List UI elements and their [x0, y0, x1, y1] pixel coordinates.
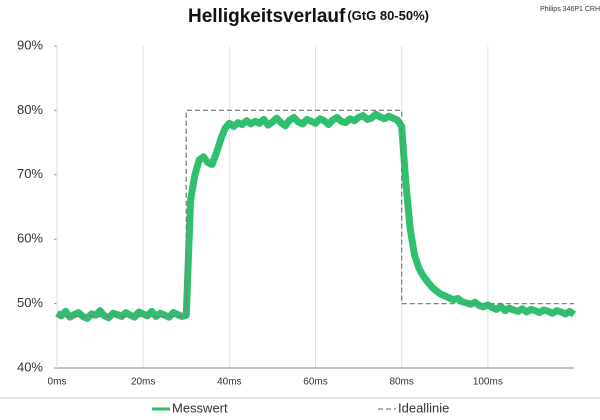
- y-tick-label: 40%: [17, 359, 43, 374]
- legend-label: Messwert: [172, 400, 228, 415]
- y-tick-label: 60%: [17, 231, 43, 246]
- x-tick-label: 100ms: [473, 377, 503, 388]
- y-tick-label: 70%: [17, 166, 43, 181]
- title-group: Helligkeitsverlauf (GtG 80-50%): [188, 6, 429, 27]
- ideal-line: [57, 109, 574, 318]
- x-tick-label: 40ms: [217, 377, 241, 388]
- y-tick-label: 90%: [17, 37, 43, 52]
- chart-title: Helligkeitsverlauf: [188, 6, 346, 27]
- legend-label: Ideallinie: [398, 400, 449, 415]
- x-tick-label: 0ms: [48, 377, 67, 388]
- x-tick-label: 80ms: [389, 377, 413, 388]
- y-tick-label: 80%: [17, 102, 43, 117]
- x-tick-label: 20ms: [131, 377, 155, 388]
- chart-subtitle: (GtG 80-50%): [347, 8, 429, 23]
- y-tick-label: 50%: [17, 295, 43, 310]
- measured-line: [55, 110, 577, 322]
- annotation: Philips 346P1 CRH: [540, 6, 600, 13]
- x-tick-label: 60ms: [303, 377, 327, 388]
